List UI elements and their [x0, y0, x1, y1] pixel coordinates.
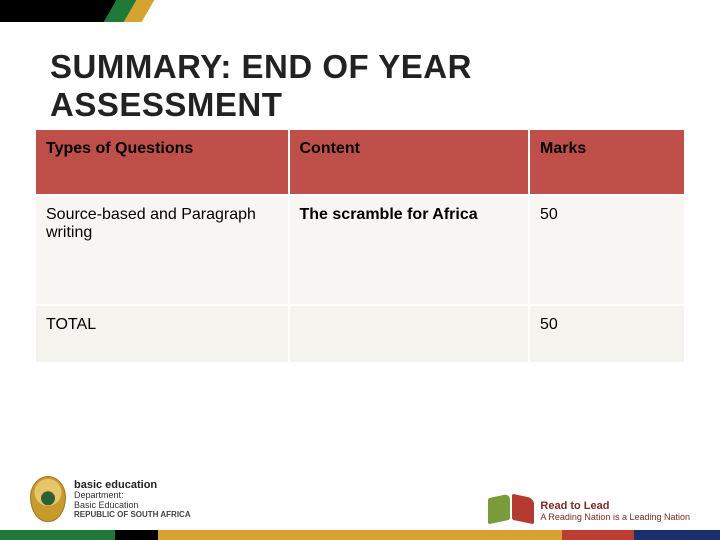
col-header-types: Types of Questions — [35, 129, 289, 195]
crest-line4: REPUBLIC OF SOUTH AFRICA — [74, 511, 191, 520]
col-header-marks: Marks — [529, 129, 685, 195]
top-corner-accent — [0, 0, 160, 22]
table-header-row: Types of Questions Content Marks — [35, 129, 685, 195]
footer: basic education Department: Basic Educat… — [0, 452, 720, 540]
cell-total-label: TOTAL — [35, 305, 289, 363]
footer-color-bar — [0, 530, 720, 540]
cell-content: The scramble for Africa — [289, 195, 530, 305]
coat-of-arms-icon — [30, 476, 66, 522]
page-title: SUMMARY: END OF YEAR ASSESSMENT — [50, 48, 690, 124]
open-book-icon — [488, 492, 534, 522]
cell-total-marks: 50 — [529, 305, 685, 363]
col-header-content: Content — [289, 129, 530, 195]
cell-marks: 50 — [529, 195, 685, 305]
read-to-lead-block: Read to Lead A Reading Nation is a Leadi… — [488, 492, 690, 522]
assessment-table: Types of Questions Content Marks Source-… — [34, 128, 686, 364]
cell-types: Source-based and Paragraph writing — [35, 195, 289, 305]
table-row: Source-based and Paragraph writing The s… — [35, 195, 685, 305]
crest-text: basic education Department: Basic Educat… — [74, 479, 191, 520]
crest-line1: basic education — [74, 479, 191, 491]
gov-crest-block: basic education Department: Basic Educat… — [30, 476, 191, 522]
cell-total-content — [289, 305, 530, 363]
readlead-line1: Read to Lead — [540, 501, 690, 513]
table-row: TOTAL 50 — [35, 305, 685, 363]
readlead-line2: A Reading Nation is a Leading Nation — [540, 513, 690, 522]
